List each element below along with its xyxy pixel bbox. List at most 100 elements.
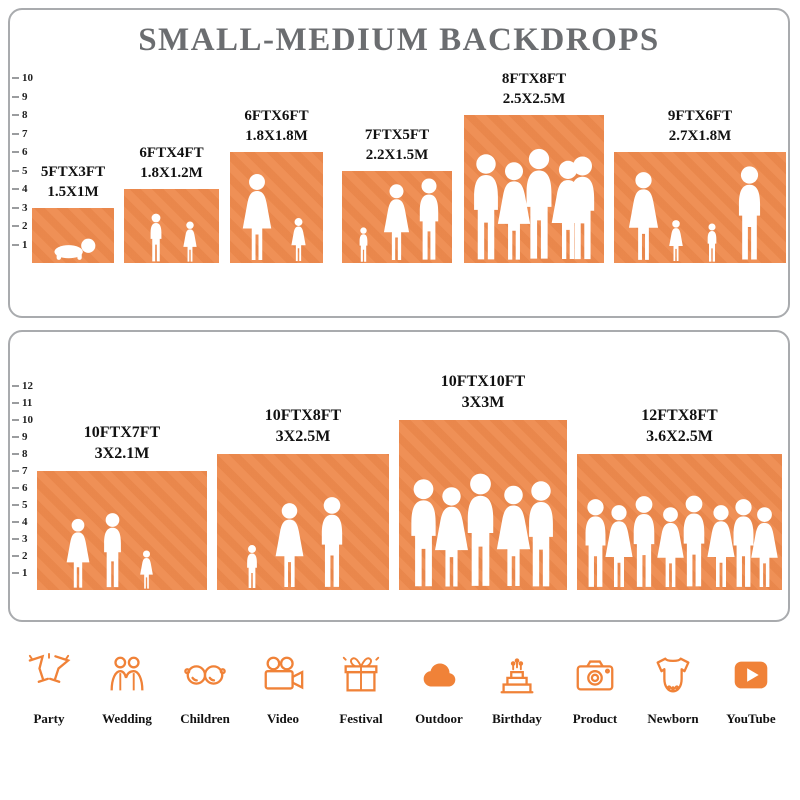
- ruler-number: 10: [12, 414, 33, 426]
- backdrop-rect: [217, 454, 389, 590]
- backdrop-bar-5x3ft: 5FTX3FT 1.5X1M: [32, 164, 114, 263]
- ruler-number: 3: [12, 533, 28, 545]
- category-newborn: Newborn: [638, 652, 708, 727]
- category-outdoor: Outdoor: [404, 652, 474, 727]
- backdrop-rect: [577, 454, 782, 590]
- backdrop-bar-10x7ft: 10FTX7FT 3X2.1M: [37, 424, 207, 590]
- size-ft: 10FTX7FT: [83, 424, 161, 442]
- backdrop-bar-10x8ft: 10FTX8FT 3X2.5M: [217, 407, 389, 590]
- ruler-number: 12: [12, 380, 33, 392]
- group-silhouette: [474, 148, 595, 260]
- size-ft: 6FTX4FT: [139, 145, 204, 161]
- ruler-number: 7: [12, 127, 28, 140]
- backdrop-bar-6x4ft: 6FTX4FT 1.8X1.2M: [124, 145, 219, 263]
- backdrop-label: 10FTX7FT 3X2.1M: [84, 423, 160, 465]
- backdrop-label: 9FTX6FT 2.7X1.8M: [668, 107, 732, 146]
- crowd-silhouette: [585, 495, 778, 587]
- ruler-number: 10: [12, 72, 33, 84]
- baby-silhouette: [54, 238, 96, 260]
- size-ft: 8FTX8FT: [501, 71, 567, 87]
- ruler-number: 5: [12, 164, 28, 177]
- newborn-icon: [650, 652, 696, 698]
- video-icon: [260, 652, 306, 698]
- ruler-number: 1: [12, 238, 28, 251]
- size-m: 3X3M: [461, 394, 505, 412]
- ruler-number: 4: [12, 516, 28, 528]
- children-icon: [182, 652, 228, 698]
- product-icon: [572, 652, 618, 698]
- category-video: Video: [248, 652, 318, 727]
- children-silhouette: [150, 213, 197, 262]
- backdrop-rect: [230, 152, 323, 263]
- ruler-number: 11: [11, 397, 33, 409]
- size-m: 2.7X1.8M: [668, 127, 732, 144]
- backdrop-bar-12x8ft: 12FTX8FT 3.6X2.5M: [577, 407, 782, 590]
- page-title: SMALL-MEDIUM BACKDROPS: [138, 22, 660, 58]
- category-label: Outdoor: [415, 711, 463, 726]
- mother-child-silhouette: [242, 174, 306, 261]
- family-silhouette: [359, 178, 439, 262]
- category-product: Product: [560, 652, 630, 727]
- backdrop-bar-6x6ft: 6FTX6FT 1.8X1.8M: [230, 108, 323, 263]
- family-silhouette: [66, 513, 153, 589]
- ruler-number: 8: [12, 448, 28, 460]
- category-row: Party Wedding Children: [14, 652, 786, 782]
- party-icon: [26, 652, 72, 698]
- family-silhouette: [628, 166, 761, 262]
- backdrop-rect: [399, 420, 567, 590]
- size-m: 3.6X2.5M: [646, 428, 713, 446]
- birthday-icon: [494, 652, 540, 698]
- backdrop-label: 6FTX6FT 1.8X1.8M: [244, 107, 308, 146]
- backdrop-label: 7FTX5FT 2.2X1.5M: [365, 126, 429, 165]
- backdrop-label: 8FTX8FT 2.5X2.5M: [502, 70, 566, 109]
- backdrop-rect: [464, 115, 604, 263]
- ruler-number: 9: [12, 90, 28, 103]
- category-label: Children: [180, 711, 230, 726]
- festival-icon: [338, 652, 384, 698]
- small-medium-backdrops-panel: SMALL-MEDIUM BACKDROPS 1 2 3 4 5 6 7 8 9 10 5FTX3…: [8, 8, 790, 318]
- size-m: 3X2.5M: [275, 428, 331, 446]
- backdrop-bar-9x6ft: 9FTX6FT 2.7X1.8M: [614, 108, 786, 263]
- category-birthday: Birthday: [482, 652, 552, 727]
- category-label: Party: [33, 711, 65, 726]
- backdrop-bar-8x8ft: 8FTX8FT 2.5X2.5M: [464, 71, 604, 263]
- backdrop-label: 10FTX8FT 3X2.5M: [265, 406, 341, 448]
- category-label: Festival: [339, 711, 383, 726]
- size-m: 1.5X1M: [47, 183, 99, 200]
- category-label: Product: [572, 711, 618, 726]
- size-ft: 9FTX6FT: [667, 108, 733, 124]
- size-ft: 5FTX3FT: [40, 164, 106, 180]
- ruler-number: 2: [12, 220, 28, 232]
- ruler-number: 4: [12, 183, 28, 195]
- wedding-icon: [104, 652, 150, 698]
- ruler-number: 3: [12, 201, 28, 214]
- backdrop-rect: [124, 189, 219, 263]
- size-m: 1.8X1.8M: [245, 127, 308, 144]
- category-label: Newborn: [647, 711, 699, 726]
- backdrop-label: 12FTX8FT 3.6X2.5M: [641, 406, 717, 448]
- group-silhouette: [411, 473, 553, 587]
- ruler-number: 6: [12, 146, 28, 158]
- category-label: Wedding: [102, 711, 152, 726]
- category-youtube: YouTube: [716, 652, 786, 727]
- backdrop-bar-10x10ft: 10FTX10FT 3X3M: [399, 373, 567, 590]
- youtube-icon: [728, 652, 774, 698]
- category-label: Birthday: [492, 711, 542, 726]
- category-wedding: Wedding: [92, 652, 162, 727]
- backdrop-rect: [37, 471, 207, 590]
- family-silhouette: [247, 497, 343, 588]
- category-label: YouTube: [726, 711, 776, 726]
- category-children: Children: [170, 652, 240, 727]
- category-label: Video: [266, 711, 300, 726]
- backdrop-rect: [614, 152, 786, 263]
- large-backdrops-panel: 1 2 3 4 5 6 7 8 9 10 11 12 10FTX7FT 3X2.1M 10FTX8FT…: [8, 330, 790, 622]
- backdrop-bar-7x5ft: 7FTX5FT 2.2X1.5M: [342, 127, 452, 263]
- size-ft: 10FTX10FT: [440, 373, 526, 391]
- ruler-number: 8: [12, 109, 28, 121]
- size-ft: 10FTX8FT: [264, 407, 342, 425]
- size-m: 2.5X2.5M: [502, 90, 566, 107]
- ruler-number: 1: [12, 567, 28, 579]
- category-festival: Festival: [326, 652, 396, 727]
- category-party: Party: [14, 652, 84, 727]
- backdrop-rect: [32, 208, 114, 263]
